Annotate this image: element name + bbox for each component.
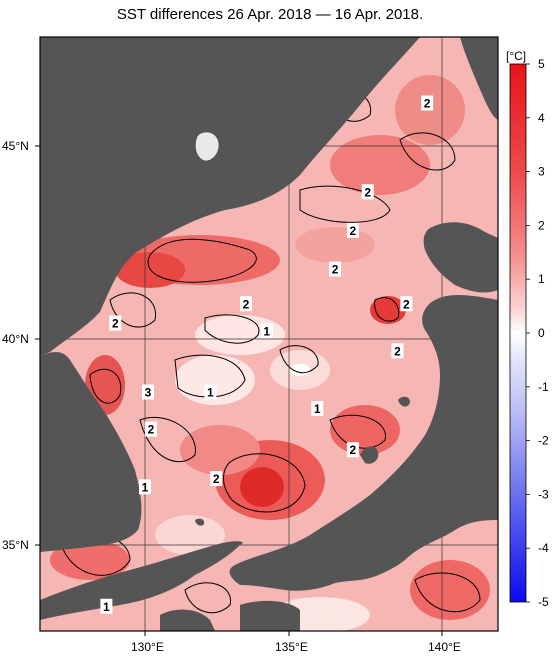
contour-label-box (210, 471, 223, 487)
lon-tick-label: 140°E (428, 640, 461, 654)
contour-label: 1 (263, 324, 270, 338)
sado-island (398, 396, 410, 407)
contour-label-box (391, 343, 404, 359)
contour-label-box (311, 401, 324, 417)
colorbar-tick-label: 5 (538, 57, 545, 71)
contour-label: 2 (148, 423, 155, 437)
colorbar-tick-label: 0 (538, 326, 545, 340)
contour-label: 2 (394, 344, 401, 358)
contour-label-box (361, 184, 374, 200)
tick-marks (35, 145, 443, 636)
contour-label: 2 (350, 224, 357, 238)
contour-label-box (346, 222, 359, 238)
colorbar-tick-label: 3 (538, 165, 545, 179)
contour-label-box (139, 479, 151, 495)
contour-label-box (400, 296, 413, 312)
lon-tick-label: 130°E (131, 640, 164, 654)
contour-label-box (239, 296, 252, 312)
colorbar-tick-label: 2 (538, 218, 545, 232)
lon-axis-labels: 130°E 135°E 140°E (131, 640, 461, 654)
colorbar-unit: [°C] (506, 49, 526, 63)
colorbar-tick-label: -4 (538, 541, 549, 555)
contour-label: 2 (332, 263, 339, 277)
lat-tick-label: 40°N (2, 332, 29, 346)
contour-label-box (260, 323, 273, 339)
colorbar-tick-label: -5 (538, 595, 549, 609)
contour-label-box (329, 261, 342, 277)
shikoku-area (240, 600, 300, 631)
colorbar-gradient (509, 63, 527, 603)
hokkaido (423, 222, 498, 293)
contour-label: 2 (364, 185, 371, 199)
lat-axis-labels: 45°N 40°N 35°N (2, 139, 29, 552)
contour-label: 2 (403, 297, 410, 311)
lon-tick-label: 135°E (275, 640, 308, 654)
contour-label: 1 (314, 402, 321, 416)
noto-peninsula (360, 446, 379, 464)
colorbar-tick-label: 1 (538, 272, 545, 286)
contour-label: 1 (207, 386, 214, 400)
land (40, 37, 498, 631)
colorbar-tick-label: -2 (538, 434, 549, 448)
contour-label-box (109, 315, 122, 331)
colorbar-tick-label: -1 (538, 380, 549, 394)
colorbar: [°C] 5 4 3 2 1 0 -1 -2 -3 -4 -5 (506, 49, 549, 609)
oki-islands (195, 518, 205, 526)
contour-label: 1 (142, 480, 149, 494)
lat-tick-label: 45°N (2, 139, 29, 153)
colorbar-ticks: 5 4 3 2 1 0 -1 -2 -3 -4 -5 (526, 57, 549, 609)
contour-label-box (141, 384, 154, 400)
contour-label-box (144, 421, 157, 437)
contour-label: 2 (424, 97, 431, 111)
contour-label: 2 (112, 317, 119, 331)
lake-khanka (195, 132, 219, 161)
map-title: SST differences 26 Apr. 2018 — 16 Apr. 2… (116, 6, 424, 23)
honshu (229, 295, 498, 591)
colorbar-tick-label: 4 (538, 111, 545, 125)
western-japan (40, 541, 243, 620)
contour-label-box (346, 442, 359, 458)
contour-label-box (204, 384, 217, 400)
sakhalin (460, 37, 498, 120)
contour-label-box (421, 95, 434, 111)
contour-label: 2 (243, 297, 250, 311)
map-frame (39, 36, 499, 632)
contour-label: 2 (350, 443, 357, 457)
contour-label: 1 (103, 600, 110, 614)
colorbar-tick-label: -3 (538, 487, 549, 501)
korean-peninsula (40, 352, 142, 552)
asian-mainland (40, 37, 420, 356)
kyushu-south (160, 609, 215, 631)
contour-label: 2 (213, 472, 220, 486)
contour-label: 3 (145, 386, 152, 400)
contour-label-box (100, 598, 113, 614)
lat-tick-label: 35°N (2, 538, 29, 552)
